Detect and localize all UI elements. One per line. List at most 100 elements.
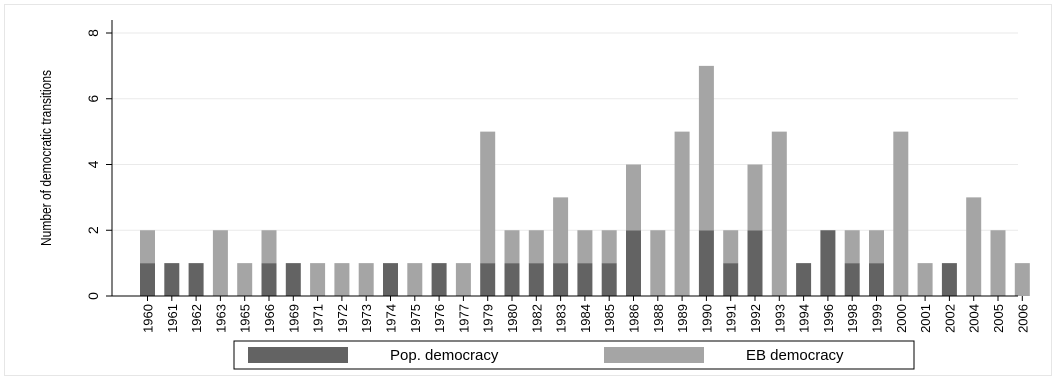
x-tick-label: 1976 — [432, 304, 447, 333]
x-tick-label: 1998 — [845, 304, 860, 333]
bar-eb-democracy — [917, 263, 933, 296]
x-tick-label: 1988 — [651, 304, 666, 333]
x-tick-label: 1985 — [602, 304, 617, 333]
bar-pop-democracy — [796, 263, 812, 296]
bar-pop-democracy — [698, 230, 714, 296]
bar-pop-democracy — [820, 230, 836, 296]
bar-eb-democracy — [504, 230, 520, 264]
bar-eb-democracy — [771, 131, 787, 296]
bar-eb-democracy — [674, 131, 690, 296]
x-tick-label: 2000 — [894, 304, 909, 333]
bar-eb-democracy — [966, 197, 982, 296]
x-tick-label: 2001 — [918, 304, 933, 333]
bar-eb-democracy — [212, 230, 228, 296]
bars — [140, 65, 1030, 296]
bar-pop-democracy — [577, 263, 593, 296]
bar-eb-democracy — [650, 230, 666, 296]
x-tick-label: 1974 — [384, 304, 399, 333]
bar-eb-democracy — [844, 230, 860, 264]
y-tick-label: 6 — [85, 95, 101, 103]
x-tick-label: 1994 — [797, 304, 812, 333]
bar-pop-democracy — [383, 263, 398, 296]
bar-eb-democracy — [407, 263, 423, 296]
chart-frame — [4, 4, 1052, 376]
bar-eb-democracy — [358, 263, 374, 296]
x-tick-label: 1962 — [189, 304, 204, 333]
bar-eb-democracy — [601, 230, 617, 264]
x-ticks: 1960 1961 1962 1963 1965 1966 1969 1971 1972 1973… — [141, 296, 1030, 333]
y-tick-label: 0 — [85, 292, 101, 300]
bar-eb-democracy — [334, 263, 350, 296]
bar-eb-democracy — [310, 263, 326, 296]
bar-pop-democracy — [941, 263, 957, 296]
bar-pop-democracy — [626, 230, 641, 296]
x-tick-label: 1984 — [578, 304, 593, 333]
x-tick-label: 2002 — [942, 304, 957, 333]
x-tick-label: 1972 — [335, 304, 350, 333]
x-tick-label: 1961 — [165, 304, 180, 333]
legend-label: EB democracy — [746, 347, 844, 364]
x-tick-label: 1960 — [141, 304, 156, 333]
x-tick-label: 1989 — [675, 304, 690, 333]
x-tick-label: 1983 — [554, 304, 569, 333]
x-tick-label: 1969 — [286, 304, 301, 333]
x-tick-label: 1975 — [408, 304, 423, 333]
bar-pop-democracy — [528, 263, 544, 296]
x-tick-label: 1966 — [262, 304, 277, 333]
legend-swatch — [604, 347, 704, 363]
bar-eb-democracy — [1014, 263, 1030, 296]
bar-pop-democracy — [480, 263, 496, 296]
y-ticks: 0 2 4 6 8 — [85, 29, 112, 300]
x-tick-label: 1991 — [724, 304, 739, 333]
bar-eb-democracy — [723, 230, 739, 264]
y-tick-label: 8 — [85, 29, 101, 37]
x-tick-label: 1980 — [505, 304, 520, 333]
bar-eb-democracy — [528, 230, 544, 264]
x-tick-label: 1979 — [481, 304, 496, 333]
bar-eb-democracy — [626, 164, 641, 231]
legend-swatch — [248, 347, 348, 363]
x-tick-label: 1971 — [311, 304, 326, 333]
bar-eb-democracy — [455, 263, 471, 296]
x-tick-label: 1973 — [359, 304, 374, 333]
bar-eb-democracy — [869, 230, 884, 264]
legend-label: Pop. democracy — [390, 347, 499, 364]
bar-pop-democracy — [188, 263, 204, 296]
bar-pop-democracy — [723, 263, 739, 296]
x-tick-label: 2006 — [1015, 304, 1030, 333]
x-tick-label: 1982 — [529, 304, 544, 333]
bar-pop-democracy — [504, 263, 520, 296]
bar-eb-democracy — [747, 164, 763, 231]
bar-eb-democracy — [698, 65, 714, 231]
bar-pop-democracy — [844, 263, 860, 296]
x-tick-label: 1990 — [699, 304, 714, 333]
bar-pop-democracy — [140, 263, 155, 296]
axes — [111, 20, 1018, 297]
bar-eb-democracy — [553, 197, 569, 264]
bar-pop-democracy — [553, 263, 569, 296]
bar-eb-democracy — [140, 230, 155, 264]
bar-pop-democracy — [285, 263, 301, 296]
bar-pop-democracy — [431, 263, 447, 296]
x-tick-label: 1999 — [870, 304, 885, 333]
x-tick-label: 2004 — [967, 304, 982, 333]
bar-eb-democracy — [237, 263, 253, 296]
x-tick-label: 1963 — [213, 304, 228, 333]
bar-pop-democracy — [601, 263, 617, 296]
x-tick-label: 1993 — [772, 304, 787, 333]
bar-pop-democracy — [261, 263, 277, 296]
x-tick-label: 2005 — [991, 304, 1006, 333]
bar-pop-democracy — [869, 263, 884, 296]
bar-eb-democracy — [893, 131, 909, 296]
x-tick-label: 1977 — [456, 304, 471, 333]
x-tick-label: 1992 — [748, 304, 763, 333]
x-tick-label: 1986 — [627, 304, 642, 333]
y-tick-label: 2 — [85, 226, 101, 234]
bar-eb-democracy — [480, 131, 496, 264]
bar-eb-democracy — [990, 230, 1006, 296]
y-tick-label: 4 — [85, 160, 101, 168]
x-tick-label: 1965 — [238, 304, 253, 333]
bar-pop-democracy — [747, 230, 763, 296]
x-tick-label: 1996 — [821, 304, 836, 333]
